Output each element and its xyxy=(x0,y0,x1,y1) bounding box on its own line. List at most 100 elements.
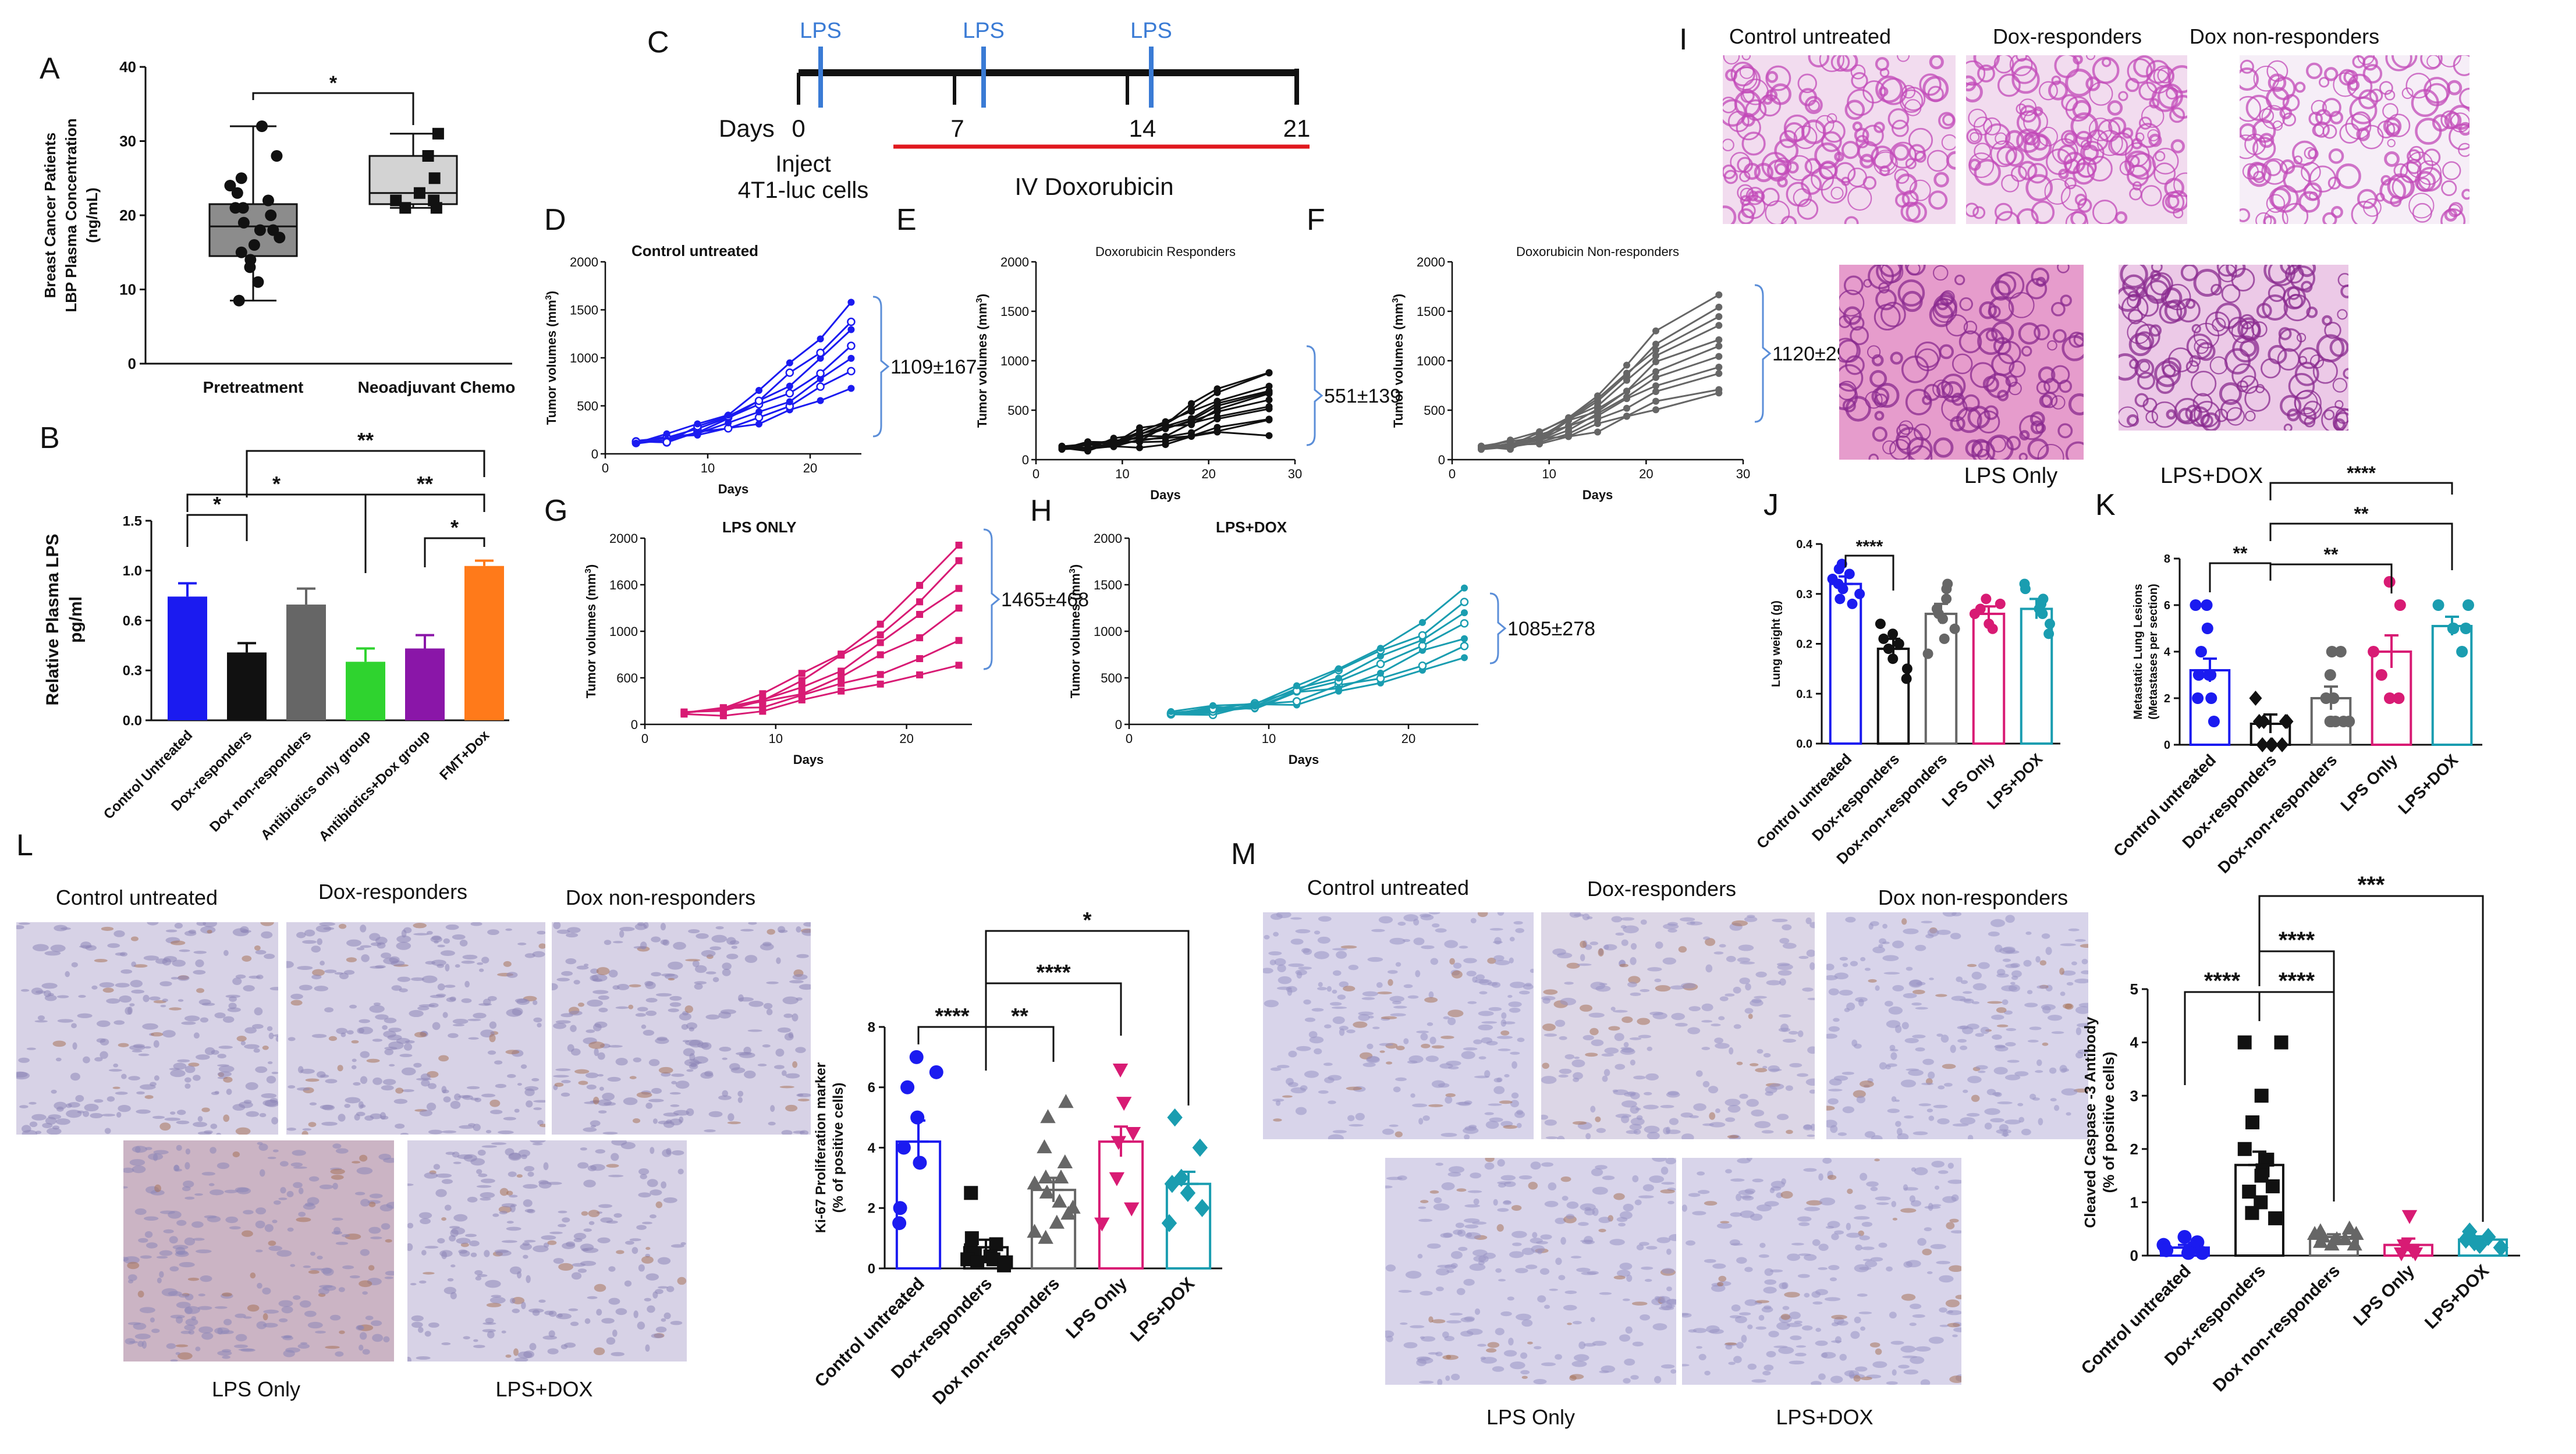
cell-stain xyxy=(1934,1185,1940,1190)
cell-stain xyxy=(1500,1030,1510,1036)
alveolus xyxy=(2448,105,2469,130)
data-point xyxy=(1027,1224,1042,1238)
cell-stain xyxy=(587,1000,603,1007)
cell-stain xyxy=(1736,1193,1742,1201)
alveolus xyxy=(1839,289,1865,317)
alveolus xyxy=(2294,361,2319,386)
alveolus xyxy=(2122,274,2146,298)
cell-stain xyxy=(1855,1244,1862,1251)
cell-stain xyxy=(1853,1216,1870,1220)
cell-stain xyxy=(1811,1291,1821,1298)
alveolus xyxy=(2240,95,2262,122)
cell-stain xyxy=(1372,1026,1380,1029)
cell-stain xyxy=(223,1318,232,1325)
data-point xyxy=(2493,1238,2509,1257)
alveolus xyxy=(2287,287,2301,300)
cell-stain xyxy=(592,978,603,982)
y-axis-label-text: Tumor volumes (mm xyxy=(584,573,598,698)
x-category-label: LPS+DOX xyxy=(2421,1261,2493,1333)
cell-stain xyxy=(315,1331,326,1334)
alveolus xyxy=(2064,177,2077,190)
cell-stain xyxy=(1911,1002,1922,1006)
cell-stain xyxy=(1681,1133,1694,1139)
cell-stain xyxy=(1428,1104,1443,1107)
alveolus xyxy=(2294,81,2306,93)
cell-stain xyxy=(1990,1118,2004,1123)
alveolus xyxy=(2369,88,2383,102)
cell-stain xyxy=(1507,995,1513,998)
cell-stain xyxy=(1486,1040,1498,1046)
cell-stain xyxy=(1663,1127,1670,1135)
cell-stain xyxy=(298,1188,304,1195)
data-point xyxy=(970,1255,985,1270)
cell-stain xyxy=(176,1144,182,1151)
cell-stain xyxy=(773,1065,785,1069)
y-tick-label: 0.0 xyxy=(123,713,142,728)
cell-stain xyxy=(1887,1108,1900,1114)
cell-stain xyxy=(176,1110,186,1115)
cell-stain xyxy=(506,1221,514,1224)
alveolus xyxy=(2453,55,2469,76)
cell-stain xyxy=(165,929,178,933)
cell-stain xyxy=(1573,1072,1583,1080)
alveolus xyxy=(1842,399,1856,413)
cell-stain xyxy=(1464,1204,1481,1208)
cell-stain xyxy=(645,998,658,1003)
cell-stain xyxy=(388,1041,404,1050)
cell-stain xyxy=(1647,1046,1653,1051)
cell-stain xyxy=(1555,1257,1562,1265)
cell-stain xyxy=(531,1078,540,1082)
cell-stain xyxy=(1807,1134,1815,1137)
x-category-label: Dox non-responders xyxy=(929,1274,1063,1409)
cell-stain xyxy=(586,1029,595,1033)
cell-stain xyxy=(262,1045,269,1050)
cell-stain xyxy=(438,1055,449,1062)
cell-stain xyxy=(1739,1312,1751,1316)
cell-stain xyxy=(1858,1311,1872,1314)
alveolus xyxy=(2173,208,2184,219)
cell-stain xyxy=(1304,1017,1316,1022)
cell-stain xyxy=(419,1110,432,1117)
alveolus xyxy=(1929,303,1954,328)
data-point xyxy=(2375,669,2387,681)
cell-stain xyxy=(416,1356,431,1360)
cell-stain xyxy=(644,1297,651,1302)
cell-stain xyxy=(2075,1006,2088,1014)
cell-stain xyxy=(2068,928,2080,932)
cell-stain xyxy=(403,1043,413,1051)
y-axis-label-text: Tumor volumes (mm xyxy=(1068,573,1083,698)
cell-stain xyxy=(1590,1105,1596,1113)
cell-stain xyxy=(538,1181,552,1189)
cell-stain xyxy=(1647,967,1662,972)
alveolus xyxy=(1874,411,1885,421)
growth-point xyxy=(1168,708,1175,715)
alveolus xyxy=(2023,133,2035,145)
x-category-label: Dox-responders xyxy=(1808,750,1903,844)
cell-stain xyxy=(207,930,212,934)
cell-stain xyxy=(2039,960,2047,966)
alveolus xyxy=(1905,158,1917,169)
significance-bracket xyxy=(2269,563,2393,593)
growth-line xyxy=(636,301,852,445)
cell-stain xyxy=(336,1028,348,1034)
cell-stain xyxy=(179,1262,195,1268)
data-point xyxy=(233,294,245,307)
data-point xyxy=(2268,1211,2283,1225)
cell-stain xyxy=(424,1246,439,1249)
cell-stain xyxy=(1660,1105,1674,1108)
alveolus xyxy=(2332,378,2348,393)
cell-stain xyxy=(296,932,306,938)
significance-bracket xyxy=(2258,895,2484,1222)
growth-point xyxy=(847,385,855,392)
cell-stain xyxy=(401,1067,416,1076)
y-axis-label-end: ) xyxy=(1068,564,1083,568)
cell-stain xyxy=(1276,986,1292,990)
cell-stain xyxy=(304,1310,317,1317)
cell-stain xyxy=(2005,915,2015,923)
alveolus xyxy=(2391,55,2418,69)
cell-stain xyxy=(1984,1122,1992,1130)
alveolus xyxy=(2034,324,2050,340)
cell-stain xyxy=(2024,1002,2038,1008)
alveolus xyxy=(1946,314,1968,337)
